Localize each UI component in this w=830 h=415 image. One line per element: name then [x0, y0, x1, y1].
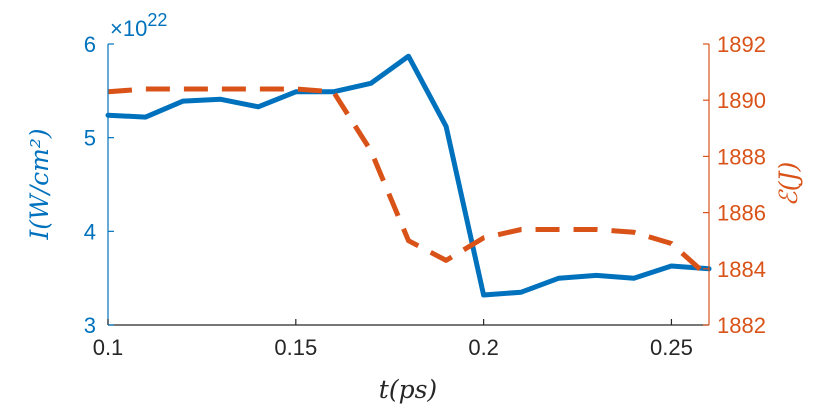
left-exponent-base: ×10	[110, 16, 147, 41]
x-tick-label: 0.25	[650, 335, 693, 360]
left-exponent-power: 22	[147, 10, 167, 30]
right-y-tick-label: 1886	[717, 201, 766, 226]
x-tick-label: 0.15	[274, 335, 317, 360]
left-axis-title: I(W/cm²)	[25, 128, 54, 240]
energy-series-line	[107, 86, 711, 280]
right-y-tick-label: 1890	[717, 88, 766, 113]
axes-layer	[107, 43, 710, 326]
right-y-tick-label: 1884	[717, 257, 766, 282]
left-exponent-label: ×1022	[110, 10, 167, 41]
left-y-tick-label: 3	[84, 313, 96, 338]
right-y-tick-label: 1892	[717, 32, 766, 57]
series-layer	[105, 53, 712, 298]
tick-label-layer: 0.1 0.15 0.2 0.25 3 4 5 6 1882 1884 1886 1888 1890 18…	[84, 32, 766, 360]
x-axis-title: t(ps)	[379, 375, 437, 404]
x-tick-label: 0.2	[468, 335, 499, 360]
right-y-tick-label: 1888	[717, 144, 766, 169]
right-axis-title: ℰ(J)	[774, 162, 803, 207]
left-y-tick-label: 5	[84, 126, 96, 151]
left-y-tick-label: 4	[84, 219, 96, 244]
x-tick-label: 0.1	[93, 335, 124, 360]
plot-background	[108, 44, 709, 325]
left-y-tick-label: 6	[84, 32, 96, 57]
intensity-series-line	[105, 53, 712, 298]
right-y-tick-label: 1882	[717, 313, 766, 338]
